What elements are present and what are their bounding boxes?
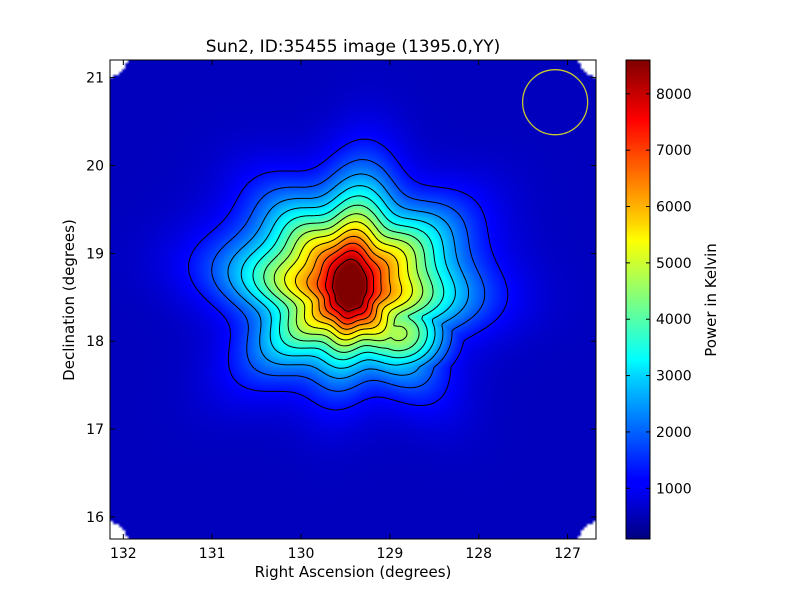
x-axis-label: Right Ascension (degrees)	[255, 563, 452, 581]
colorbar-tick-label: 2000	[656, 425, 692, 441]
colorbar-gradient	[625, 59, 651, 540]
chart-title: Sun2, ID:35455 image (1395.0,YY)	[206, 37, 501, 57]
x-tick-label: 131	[199, 546, 226, 562]
y-tick-label: 21	[86, 71, 104, 87]
contour-line	[284, 221, 413, 341]
contour-line	[263, 204, 434, 353]
x-tick-label: 128	[465, 546, 492, 562]
contour-line	[294, 228, 403, 335]
contour-line	[252, 195, 445, 361]
contour-line	[273, 213, 424, 347]
colorbar-ticks: 1000 2000 3000 4000 5000 6000 7000 8000	[626, 87, 692, 497]
x-tick-label: 127	[554, 546, 581, 562]
y-tick-label: 20	[86, 158, 104, 174]
x-tick-label: 130	[288, 546, 315, 562]
contour-lines	[188, 138, 509, 411]
colorbar-label: Power in Kelvin	[702, 243, 720, 357]
y-tick-label: 16	[86, 510, 104, 526]
colorbar-tick-label: 4000	[656, 312, 692, 328]
heatmap-image	[110, 60, 596, 539]
contour-line	[211, 159, 486, 392]
colorbar: 1000 2000 3000 4000 5000 6000 7000 8000 Power i…	[625, 59, 720, 540]
plot-frame	[109, 59, 597, 540]
contour-line	[325, 250, 375, 319]
y-tick-label: 17	[86, 422, 104, 438]
contour-line	[188, 138, 509, 411]
colorbar-tick-label: 3000	[656, 369, 692, 385]
beam-circle	[521, 69, 589, 136]
y-axis-label: Declination (degrees)	[60, 219, 78, 381]
x-axis-ticks: 132 131 130 129 128 127	[110, 60, 581, 562]
plot-area	[109, 59, 597, 540]
contour-line	[306, 235, 392, 330]
x-tick-label: 129	[377, 546, 404, 562]
y-axis-ticks: 16 17 18 19 20 21	[86, 71, 596, 526]
y-tick-label: 18	[86, 334, 104, 350]
contour-line	[227, 173, 470, 379]
contour-line	[240, 185, 456, 369]
x-tick-label: 132	[110, 546, 137, 562]
colorbar-tick-label: 7000	[656, 143, 692, 159]
colorbar-tick-label: 5000	[656, 256, 692, 272]
contour-line	[316, 242, 382, 325]
colorbar-tick-label: 6000	[656, 200, 692, 216]
colorbar-tick-label: 1000	[656, 481, 692, 497]
colorbar-tick-label: 8000	[656, 87, 692, 103]
y-tick-label: 19	[86, 246, 104, 262]
contour-line	[332, 258, 368, 312]
